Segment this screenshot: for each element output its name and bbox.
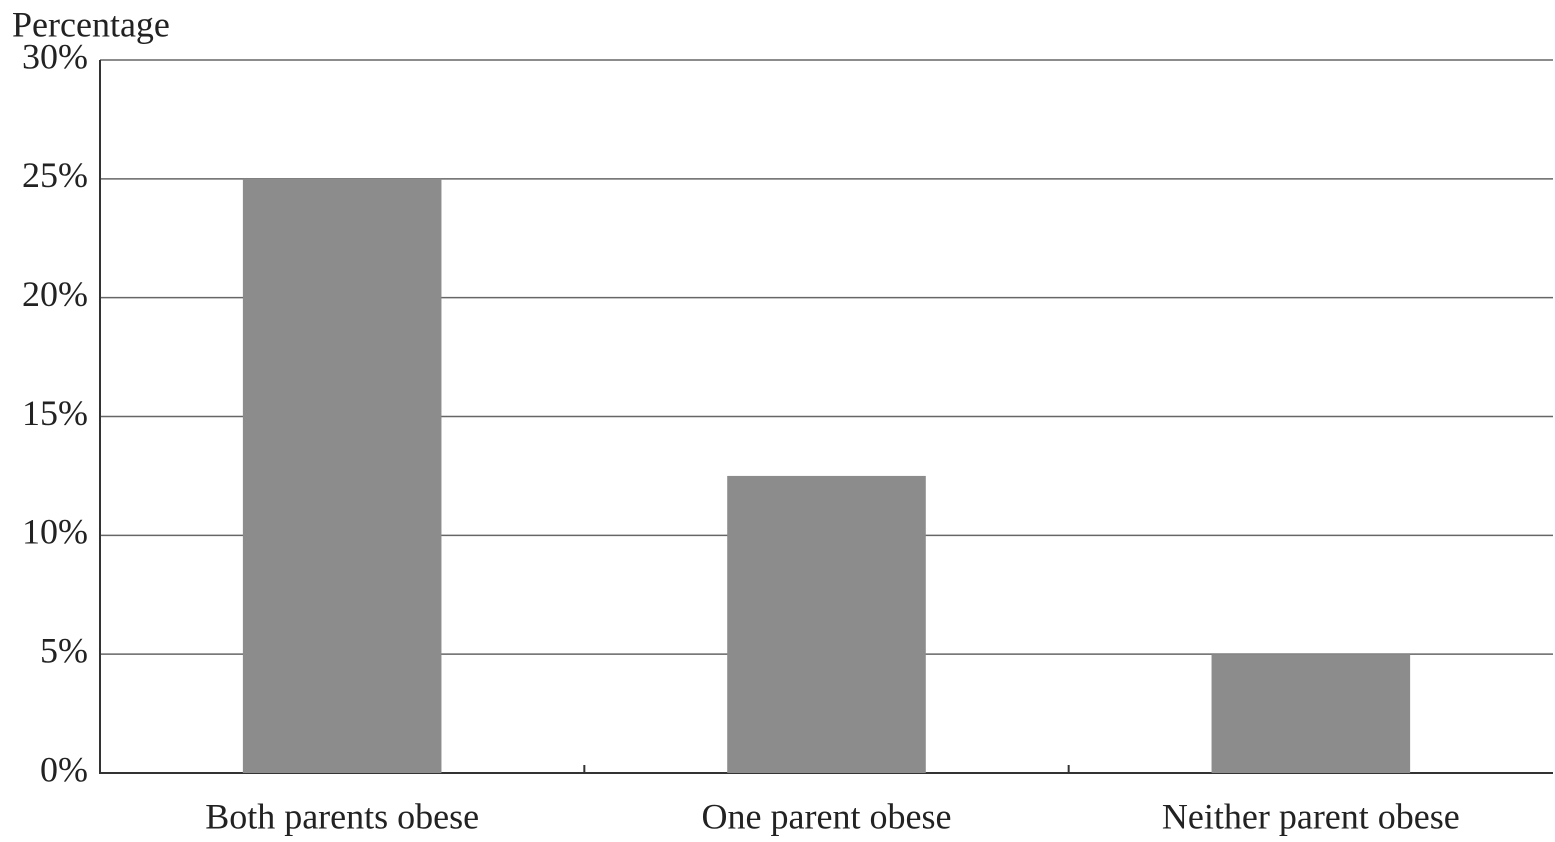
bar <box>1211 654 1411 773</box>
y-tick-label: 15% <box>22 393 88 433</box>
bar <box>242 178 442 774</box>
x-tick-label: Both parents obese <box>205 796 479 836</box>
x-tick-label: One parent obese <box>702 796 952 836</box>
y-tick-label: 30% <box>22 36 88 76</box>
y-axis-label: Percentage <box>12 4 170 44</box>
y-tick-label: 20% <box>22 274 88 314</box>
x-tick-label: Neither parent obese <box>1162 796 1460 836</box>
y-tick-label: 10% <box>22 512 88 552</box>
bar <box>727 475 926 773</box>
y-tick-label: 0% <box>40 749 88 789</box>
y-tick-label: 5% <box>40 630 88 670</box>
y-tick-label: 25% <box>22 155 88 195</box>
